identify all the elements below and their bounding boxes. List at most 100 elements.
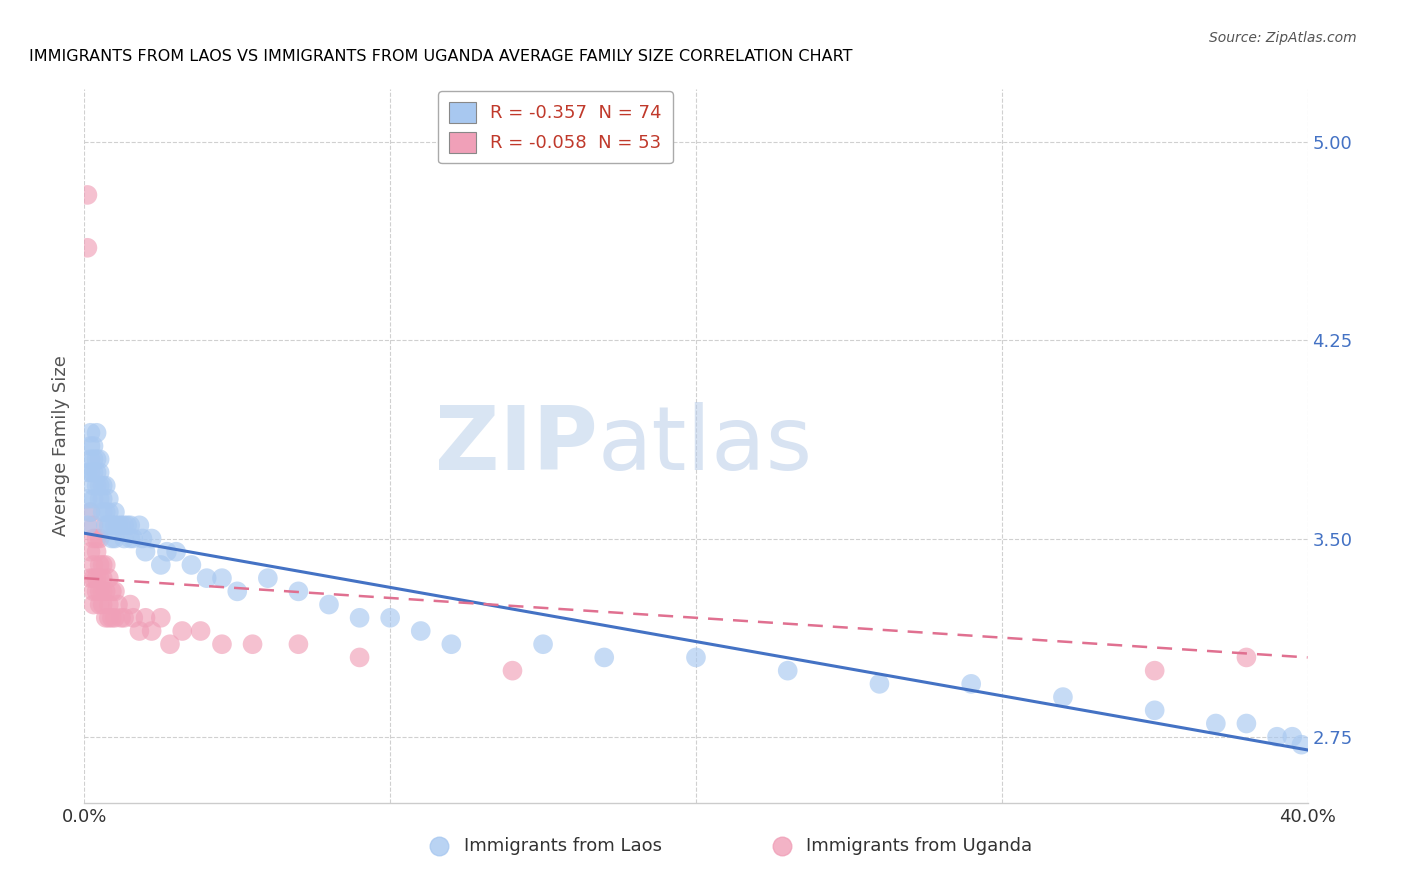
Point <box>83 491 105 506</box>
Point <box>131 532 153 546</box>
Point <box>104 611 127 625</box>
Point <box>101 584 124 599</box>
Point <box>89 598 111 612</box>
Text: IMMIGRANTS FROM LAOS VS IMMIGRANTS FROM UGANDA AVERAGE FAMILY SIZE CORRELATION C: IMMIGRANTS FROM LAOS VS IMMIGRANTS FROM … <box>30 49 853 64</box>
Point <box>83 478 105 492</box>
Point <box>76 466 98 480</box>
Point <box>76 491 98 506</box>
Point <box>101 611 124 625</box>
Point <box>89 558 111 572</box>
Point <box>101 532 124 546</box>
Point <box>79 505 101 519</box>
Point <box>86 571 108 585</box>
Point <box>79 466 101 480</box>
Point <box>156 545 179 559</box>
Point <box>1236 650 1258 665</box>
Point <box>120 598 142 612</box>
Point <box>349 611 371 625</box>
Point <box>89 571 111 585</box>
Point <box>97 518 120 533</box>
Point <box>101 518 124 533</box>
Point <box>83 532 105 546</box>
Point <box>79 439 101 453</box>
Point <box>287 584 309 599</box>
Point <box>1143 664 1166 678</box>
Point <box>86 584 108 599</box>
Point <box>104 584 127 599</box>
Point <box>91 505 114 519</box>
Point <box>79 571 101 585</box>
Point <box>94 518 117 533</box>
Point <box>112 532 135 546</box>
Y-axis label: Average Family Size: Average Family Size <box>52 356 70 536</box>
Point <box>83 518 105 533</box>
Point <box>97 611 120 625</box>
Point <box>776 664 799 678</box>
Point <box>1265 730 1288 744</box>
Text: atlas: atlas <box>598 402 813 490</box>
Point <box>211 637 233 651</box>
Point <box>89 452 111 467</box>
Point <box>86 478 108 492</box>
Point <box>135 611 157 625</box>
Point <box>83 466 105 480</box>
Point <box>380 611 402 625</box>
Point <box>104 505 127 519</box>
Point <box>141 624 163 638</box>
Point <box>115 518 138 533</box>
Point <box>318 598 340 612</box>
Point <box>149 558 172 572</box>
Point <box>89 466 111 480</box>
Point <box>128 518 150 533</box>
Point <box>287 637 309 651</box>
Point <box>94 558 117 572</box>
Point <box>1236 716 1258 731</box>
Point <box>91 478 114 492</box>
Point <box>226 584 249 599</box>
Point <box>104 518 127 533</box>
Point <box>141 532 163 546</box>
Point <box>91 491 114 506</box>
Point <box>89 491 111 506</box>
Point <box>97 598 120 612</box>
Point <box>83 584 105 599</box>
Point <box>685 650 707 665</box>
Point <box>79 425 101 440</box>
Point <box>97 491 120 506</box>
Point <box>83 598 105 612</box>
Point <box>86 452 108 467</box>
Legend: R = -0.357  N = 74, R = -0.058  N = 53: R = -0.357 N = 74, R = -0.058 N = 53 <box>437 91 672 163</box>
Point <box>211 571 233 585</box>
Point <box>97 505 120 519</box>
Point <box>76 188 98 202</box>
Point <box>83 571 105 585</box>
Point <box>112 611 135 625</box>
Point <box>86 425 108 440</box>
Point <box>128 624 150 638</box>
Text: ZIP: ZIP <box>436 402 598 490</box>
Point <box>122 532 145 546</box>
Point <box>76 241 98 255</box>
Point <box>120 518 142 533</box>
Point <box>149 611 172 625</box>
Point <box>94 478 117 492</box>
Point <box>94 584 117 599</box>
Point <box>83 452 105 467</box>
Point <box>1205 716 1227 731</box>
Point <box>89 532 111 546</box>
Point <box>79 452 101 467</box>
Point <box>89 478 111 492</box>
Point <box>79 545 101 559</box>
Point <box>94 611 117 625</box>
Point <box>76 518 98 533</box>
Point <box>89 584 111 599</box>
Point <box>135 545 157 559</box>
Text: Source: ZipAtlas.com: Source: ZipAtlas.com <box>1209 31 1357 45</box>
Point <box>86 532 108 546</box>
Point <box>960 677 983 691</box>
Point <box>91 584 114 599</box>
Point <box>91 598 114 612</box>
Point <box>1052 690 1074 704</box>
Point <box>502 664 524 678</box>
Text: Immigrants from Laos: Immigrants from Laos <box>464 837 662 855</box>
